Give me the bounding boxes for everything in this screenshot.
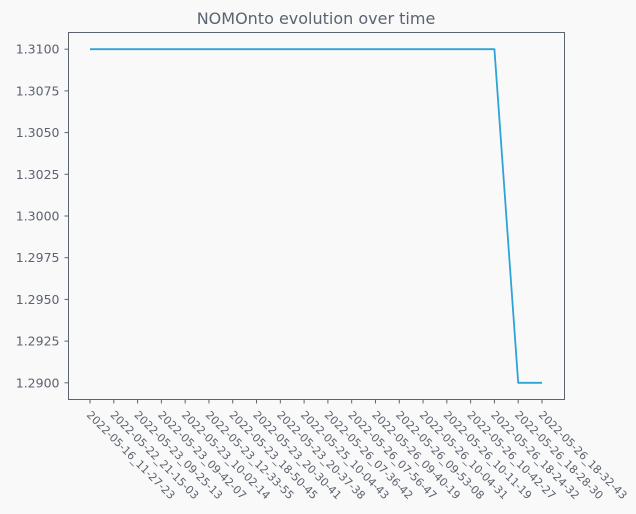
y-axis: 1.2900 1.2925 1.2950 1.2975 1.3000 1.3025 1.30…: [16, 42, 69, 390]
series-line: [90, 48, 542, 384]
y-tick-label: 1.2900: [16, 375, 60, 390]
y-tick-label: 1.3025: [16, 167, 60, 182]
y-tick-label: 1.3000: [16, 209, 60, 224]
y-tick-label: 1.3050: [16, 125, 60, 140]
series-layer: [90, 48, 542, 384]
y-tick-label: 1.3075: [16, 83, 60, 98]
y-tick-label: 1.3100: [16, 42, 60, 57]
y-tick-label: 1.2925: [16, 334, 60, 349]
x-axis: 2022-05-16_11-27-232022-05-22_21-15-0320…: [84, 399, 629, 502]
y-tick-label: 1.2950: [16, 292, 60, 307]
y-tick-label: 1.2975: [16, 250, 60, 265]
chart-title: NOMOnto evolution over time: [197, 9, 436, 28]
plot-frame: [68, 32, 565, 400]
